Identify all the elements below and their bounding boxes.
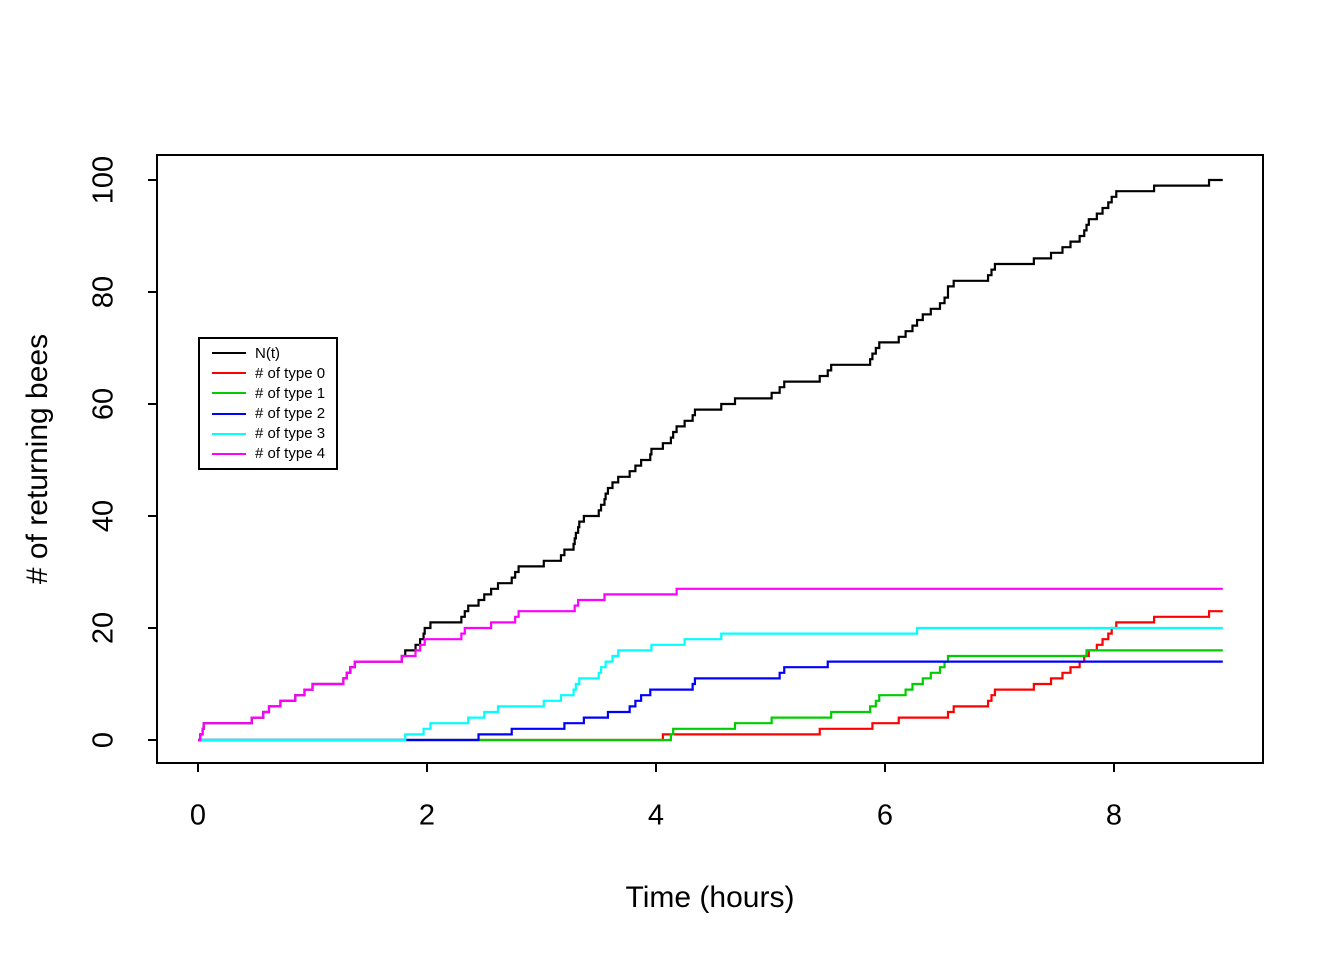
series-line--of-type-0 [198,610,1223,742]
legend-row: N(t) [200,343,336,363]
legend-label: # of type 0 [255,364,326,382]
y-tick-label: 60 [87,387,120,421]
legend-label: # of type 2 [255,405,326,423]
legend-box: N(t) # of type 0 # of type 1 # of type 2 # o… [198,337,338,470]
series-line--of-type-1 [198,649,1223,742]
series-line--of-type-2 [198,660,1223,742]
legend-label: N(t) [255,344,280,362]
series-line-n-t- [198,178,1223,742]
legend-label: # of type 3 [255,425,326,443]
legend-line-swatch [212,412,246,415]
x-tick-label: 8 [1105,799,1123,832]
legend-line-swatch [212,432,246,435]
plot-box [156,154,1264,764]
legend-line-swatch [212,372,246,375]
y-tick-label: 20 [87,611,120,645]
x-tick-label: 2 [418,799,436,832]
y-tick-label: 40 [87,499,120,533]
legend-label: # of type 4 [255,445,326,463]
legend-row: # of type 2 [200,404,336,424]
series-line--of-type-3 [198,626,1223,742]
legend-line-swatch [212,352,246,355]
legend-row: # of type 4 [200,444,336,464]
legend-row: # of type 0 [200,363,336,383]
y-tick-label: 100 [87,155,120,205]
x-tick-label: 6 [876,799,894,832]
y-tick-label: 0 [87,731,120,749]
x-tick-label: 0 [189,799,207,832]
legend-line-swatch [212,392,246,395]
y-axis-title: # of returning bees [21,333,54,585]
x-tick-label: 4 [647,799,665,832]
legend-line-swatch [212,452,246,455]
legend-row: # of type 3 [200,424,336,444]
y-tick-label: 80 [87,275,120,309]
x-axis-title: Time (hours) [625,881,795,914]
legend-row: # of type 1 [200,383,336,403]
series-line--of-type-4 [198,587,1223,742]
legend-label: # of type 1 [255,384,326,402]
